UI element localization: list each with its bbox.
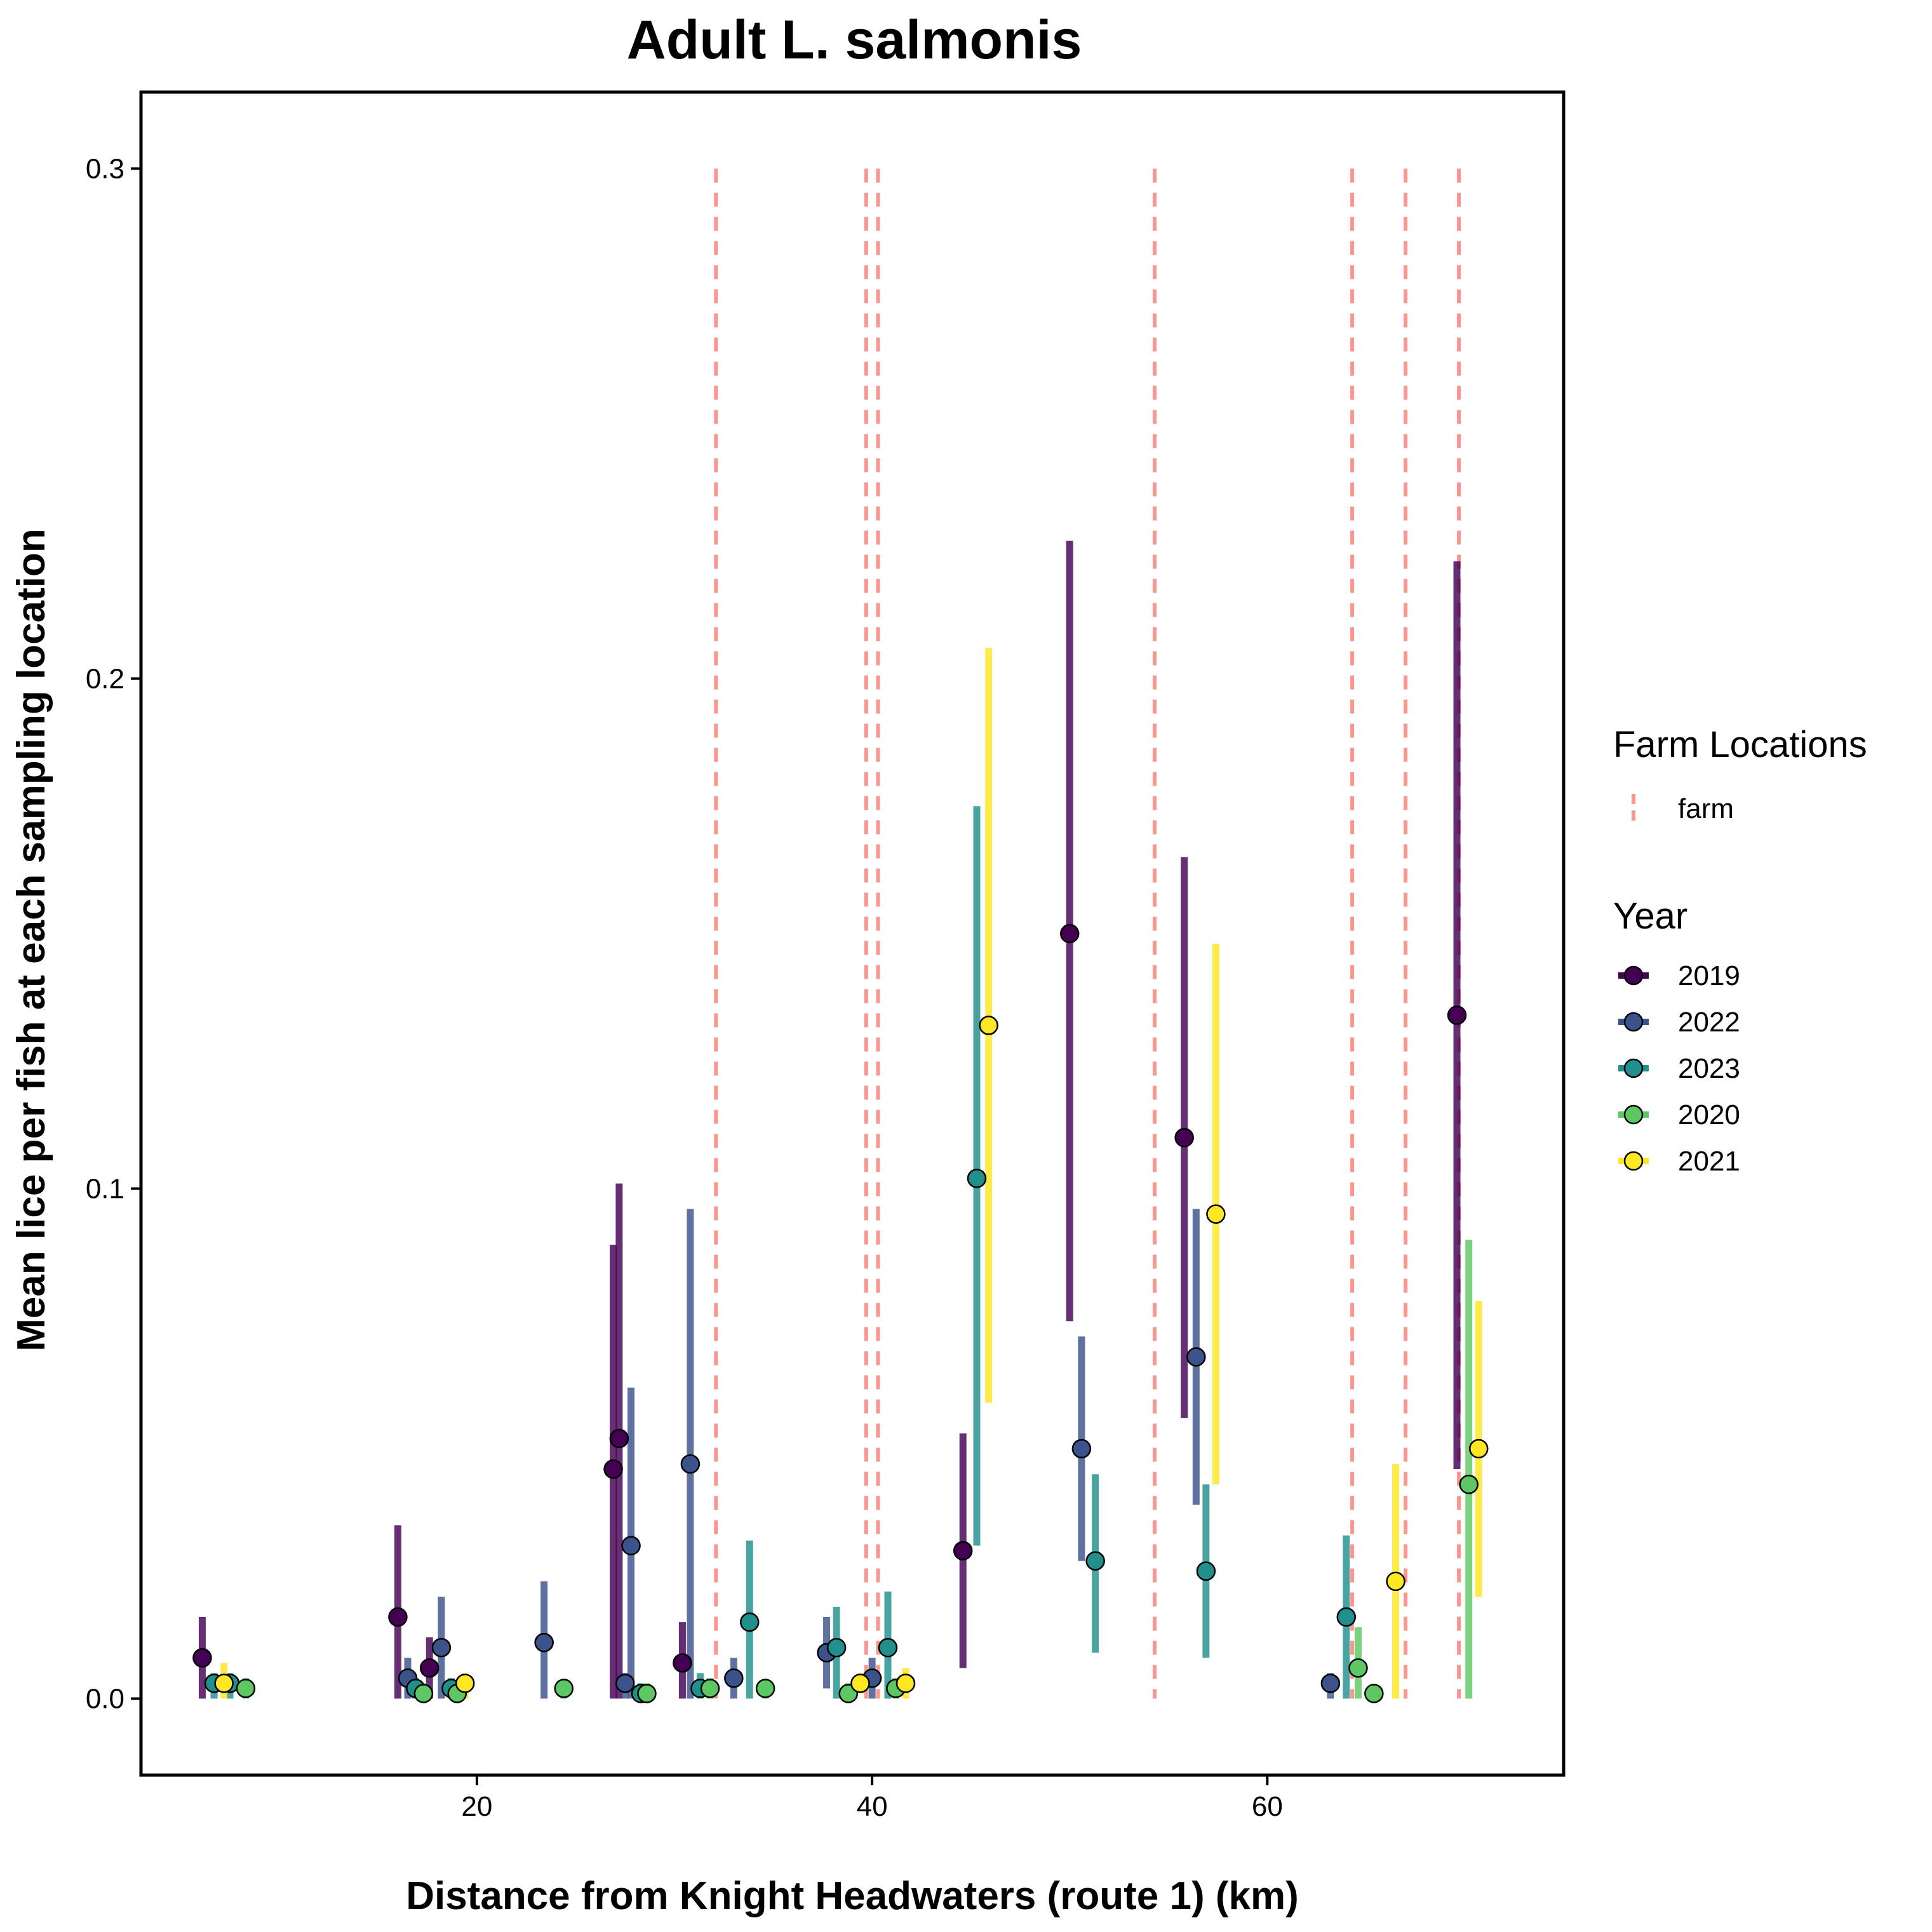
legend-swatch-point xyxy=(1623,1104,1644,1125)
data-point-2021-6 xyxy=(1206,1204,1226,1224)
data-point-2019-3 xyxy=(419,1658,439,1678)
legend-label: 2019 xyxy=(1678,960,1740,991)
data-point-2019-2 xyxy=(388,1607,408,1627)
legend-label: 2020 xyxy=(1678,1099,1740,1130)
data-point-2021-8 xyxy=(1468,1439,1489,1459)
data-point-2020-4 xyxy=(554,1679,574,1698)
x-axis-title: Distance from Knight Headwaters (route 1… xyxy=(406,1874,1299,1918)
data-point-2019-5 xyxy=(609,1428,629,1449)
data-point-2022-2 xyxy=(431,1637,452,1658)
data-point-2022-12 xyxy=(1320,1674,1341,1693)
data-point-2019-8 xyxy=(1059,923,1080,944)
data-point-2019-6 xyxy=(673,1653,692,1673)
data-point-2021-3 xyxy=(850,1674,870,1693)
legend-farm: Farm Locations farm xyxy=(1613,724,1867,824)
data-point-2023-10 xyxy=(967,1169,987,1188)
legend-swatch-point xyxy=(1623,965,1644,986)
legend-swatch-point xyxy=(1623,1151,1644,1171)
data-point-2020-10 xyxy=(1348,1658,1368,1678)
legend-item-2022: 2022 xyxy=(1618,1007,1740,1038)
legend-label: 2023 xyxy=(1678,1053,1740,1084)
x-tick-label: 40 xyxy=(857,1791,888,1822)
chart-title: Adult L. salmonis xyxy=(627,10,1082,70)
data-point-2019-10 xyxy=(1447,1005,1467,1025)
data-point-2020-5 xyxy=(637,1684,657,1703)
data-point-2019-4 xyxy=(603,1459,623,1479)
legend-year-title: Year xyxy=(1613,896,1687,937)
data-point-2020-7 xyxy=(755,1679,775,1698)
data-point-2023-7 xyxy=(739,1612,760,1632)
data-point-2023-8 xyxy=(826,1637,847,1658)
data-point-2020-12 xyxy=(1459,1475,1479,1494)
legend-item-2023: 2023 xyxy=(1618,1053,1740,1084)
data-point-2022-7 xyxy=(724,1668,744,1688)
data-point-2022-4 xyxy=(615,1674,635,1693)
legend-farm-title: Farm Locations xyxy=(1613,724,1867,765)
data-point-2021-7 xyxy=(1386,1571,1405,1592)
data-point-2022-10 xyxy=(1071,1439,1092,1459)
data-point-2022-5 xyxy=(621,1536,641,1555)
data-point-2020-1 xyxy=(236,1679,256,1698)
data-point-2023-11 xyxy=(1085,1551,1105,1571)
x-axis: 20 40 60 xyxy=(461,1775,1283,1822)
legend-year: Year 2019 2022 2023 2020 2021 xyxy=(1613,896,1740,1177)
legend-item-2020: 2020 xyxy=(1618,1099,1740,1130)
y-tick-label: 0.3 xyxy=(86,153,124,184)
x-tick-label: 60 xyxy=(1252,1791,1283,1822)
data-point-2023-13 xyxy=(1336,1607,1357,1627)
x-tick-label: 20 xyxy=(461,1791,492,1822)
data-point-2022-11 xyxy=(1186,1347,1206,1367)
data-point-2020-2 xyxy=(413,1684,434,1703)
data-point-2021-5 xyxy=(979,1016,998,1035)
plot-border xyxy=(139,90,1566,1777)
legend-item-2019: 2019 xyxy=(1618,960,1740,991)
data-point-2022-3 xyxy=(534,1632,554,1653)
data-point-2023-12 xyxy=(1196,1561,1216,1581)
y-axis: 0.0 0.1 0.2 0.3 xyxy=(86,153,141,1715)
y-axis-title: Mean lice per fish at each sampling loca… xyxy=(10,528,53,1351)
data-point-2021-1 xyxy=(214,1674,234,1693)
legend-swatch-point xyxy=(1623,1012,1644,1032)
data-point-2021-2 xyxy=(455,1674,475,1693)
legend-label: 2022 xyxy=(1678,1007,1740,1038)
data-point-2020-6 xyxy=(700,1679,720,1698)
legend-swatch-point xyxy=(1623,1058,1644,1078)
y-tick-label: 0.0 xyxy=(86,1684,124,1715)
data-point-2019-7 xyxy=(953,1541,973,1560)
data-point-2019-9 xyxy=(1174,1127,1194,1148)
data-point-2020-11 xyxy=(1364,1684,1384,1703)
plot-area xyxy=(192,168,1489,1703)
data-point-2021-4 xyxy=(896,1674,916,1693)
y-tick-label: 0.1 xyxy=(86,1174,124,1205)
y-tick-label: 0.2 xyxy=(86,663,124,694)
data-point-2019-1 xyxy=(192,1648,212,1668)
data-point-2023-9 xyxy=(878,1637,898,1658)
legend-farm-label: farm xyxy=(1678,793,1734,824)
legend-item-2021: 2021 xyxy=(1618,1146,1740,1177)
data-point-2022-6 xyxy=(680,1454,701,1474)
legend-label: 2021 xyxy=(1678,1146,1740,1177)
